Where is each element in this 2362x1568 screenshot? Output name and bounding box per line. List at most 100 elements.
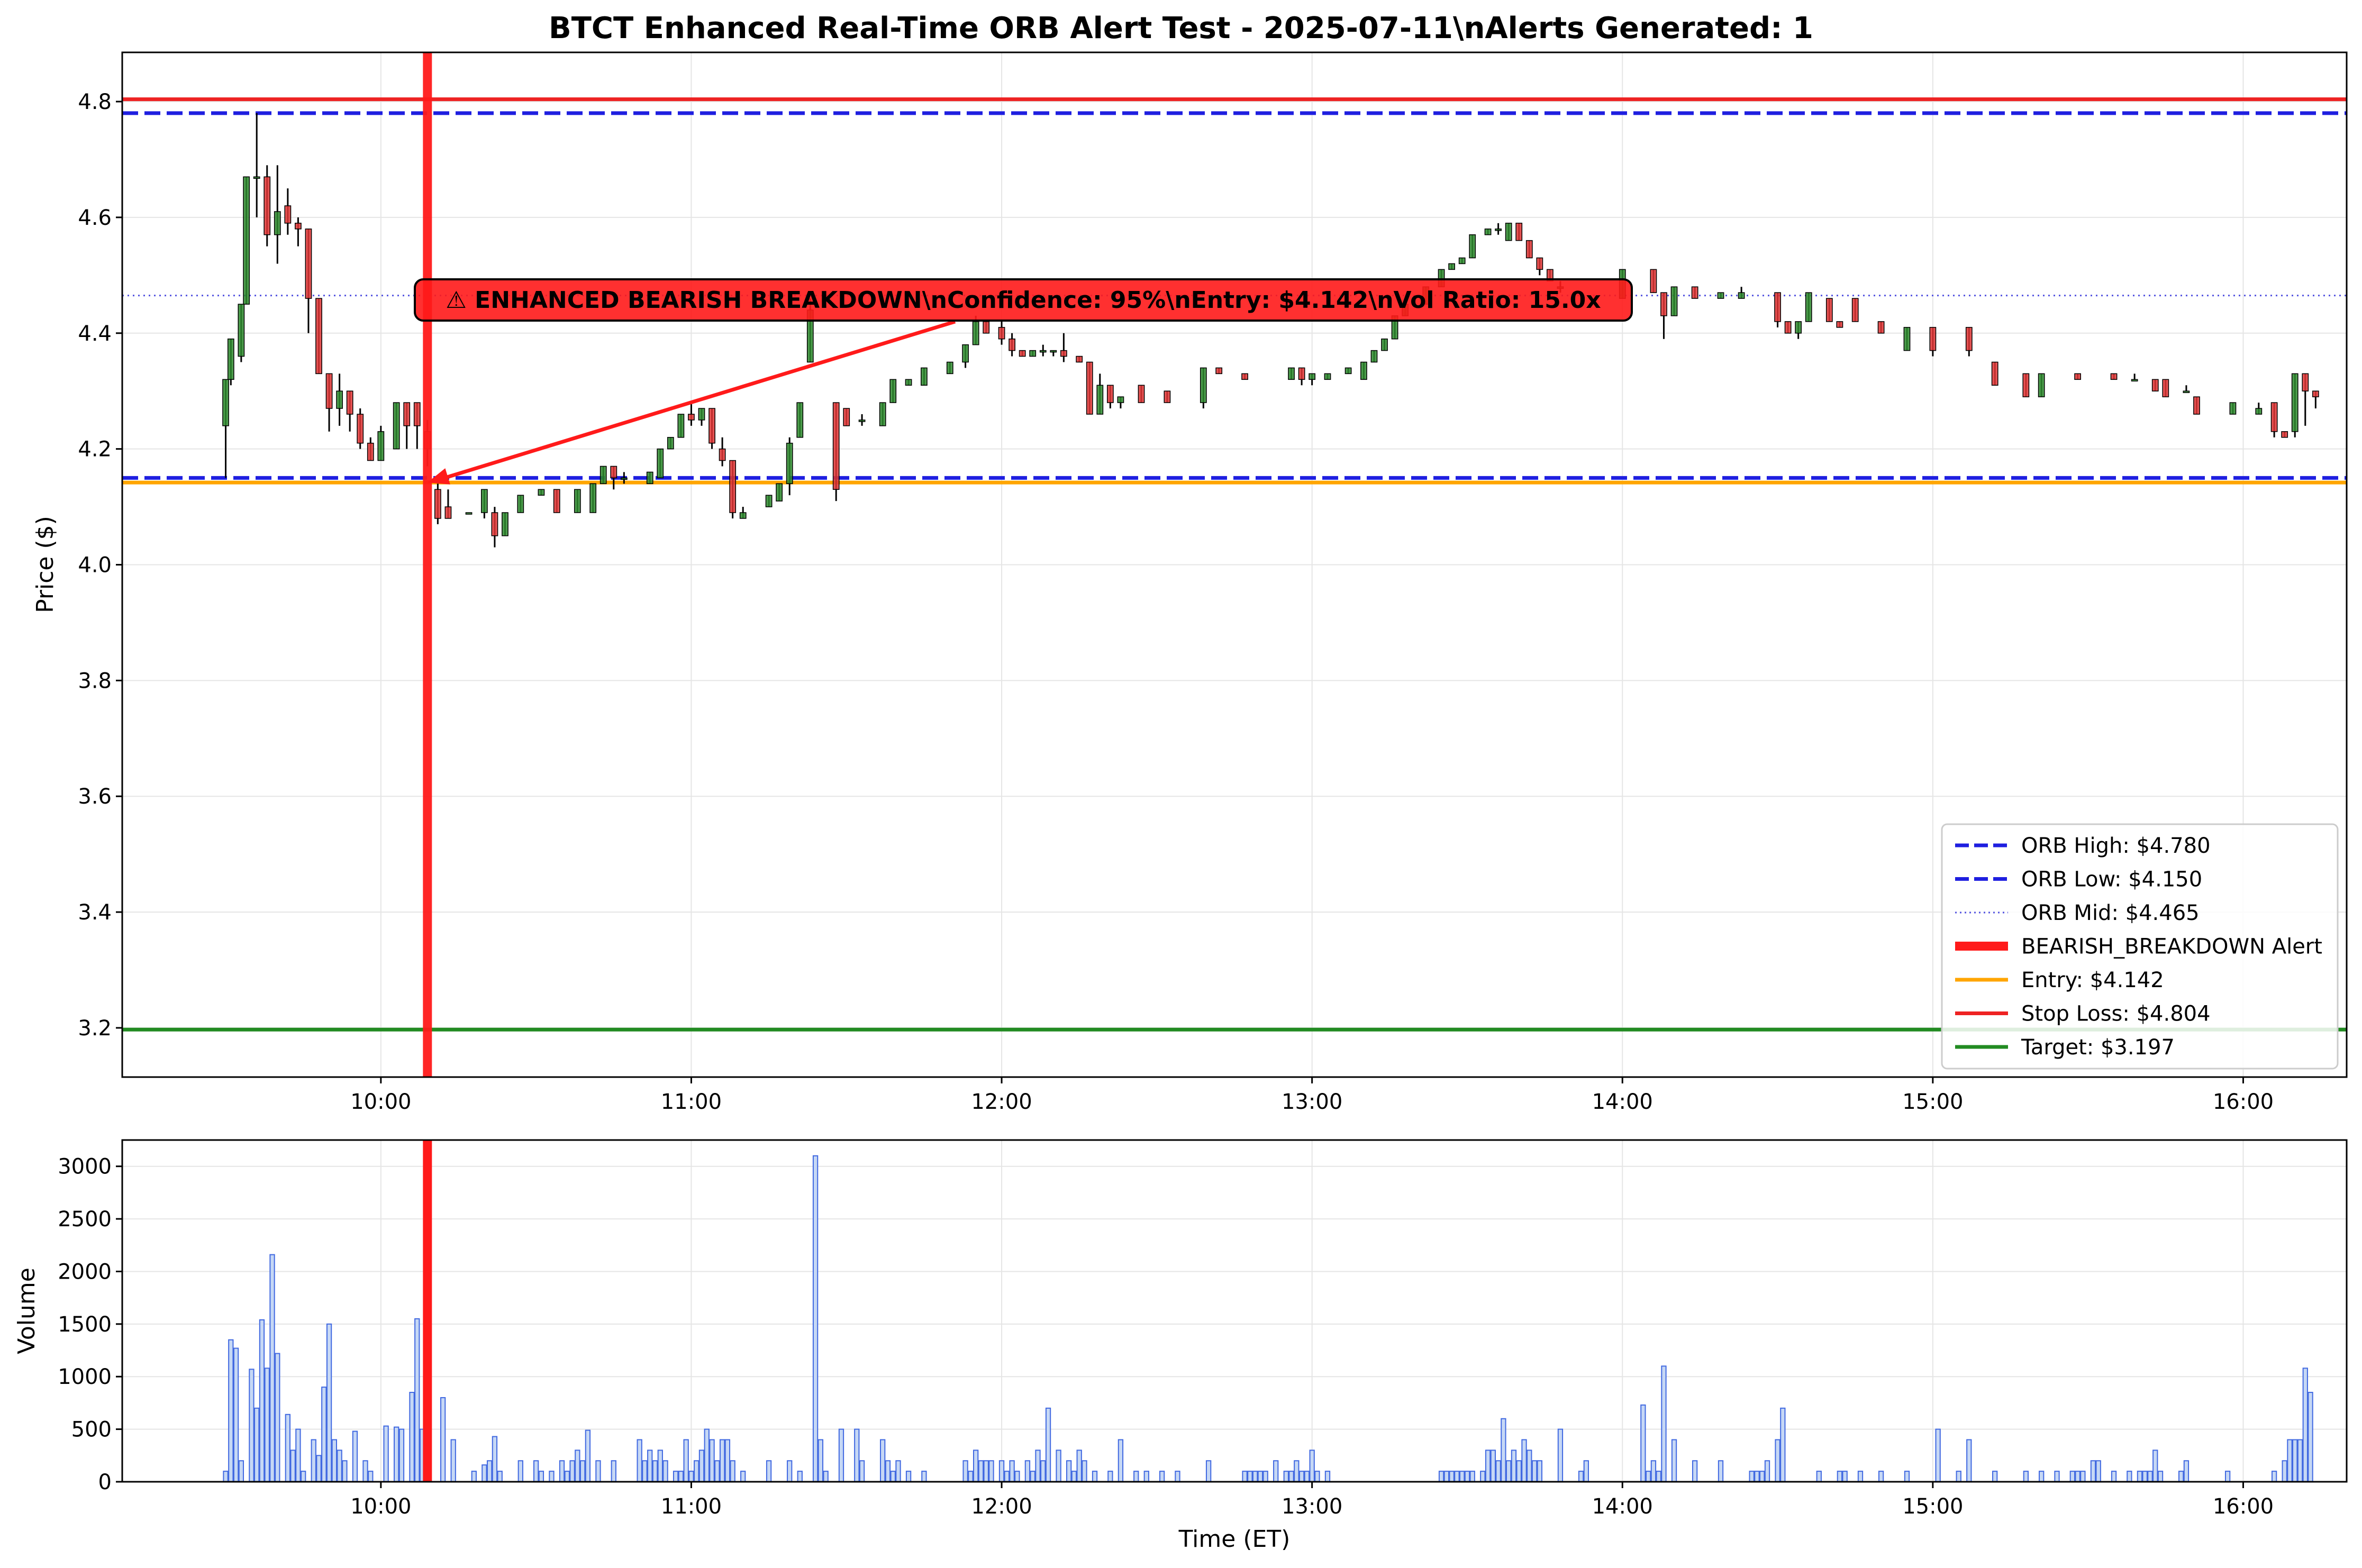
candle-down [1215,367,1223,375]
volume-bar [1143,1471,1149,1482]
volume-x-tick-label: 16:00 [2213,1494,2274,1519]
volume-bar [1024,1460,1031,1482]
volume-bar [2054,1471,2060,1482]
volume-bar [1501,1418,1506,1483]
volume-bar [1076,1450,1082,1482]
volume-bar [719,1439,725,1482]
legend-label: BEARISH_BREAKDOWN Alert [2021,935,2322,959]
candle-down [357,414,364,444]
candle-down [1076,355,1083,363]
volume-bar [290,1450,296,1482]
volume-bar [890,1471,896,1482]
volume-bar [1092,1471,1098,1482]
price-grid [122,52,2347,1077]
volume-bar [823,1471,829,1482]
volume-bar [352,1430,358,1483]
candle-down [1536,257,1543,270]
candle-up [879,402,886,426]
volume-bar [575,1450,580,1482]
volume-bar [2287,1439,2293,1482]
volume-bar [1485,1450,1491,1482]
candle-down [1784,321,1792,334]
candle-up [1117,396,1124,403]
candle-up [599,466,607,485]
price-level-lines [122,97,2347,1032]
volume-x-tick-label: 10:00 [350,1494,411,1519]
volume-bar [812,1155,819,1483]
volume-bar [1009,1460,1015,1482]
candle-up [1505,223,1512,241]
volume-bar [2157,1471,2164,1482]
candle-down [403,402,411,426]
candle-down [2312,390,2319,397]
volume-y-tick-label: 0 [98,1470,112,1494]
volume-bar [1324,1471,1331,1482]
candle-up [646,471,653,485]
volume-bar [1118,1439,1124,1482]
candle-up [889,379,897,403]
volume-bar [1495,1460,1501,1482]
candle-down [708,408,715,444]
candle-up [858,420,866,422]
volume-bar [585,1429,591,1482]
volume-bar [1775,1439,1780,1482]
price-y-tick-label: 3.6 [78,785,112,809]
candle-down [1060,350,1067,357]
price-y-tick-label: 4.0 [78,553,112,578]
volume-bar [2271,1471,2277,1482]
volume-bar [968,1471,974,1482]
candle-down [413,402,421,426]
volume-bar [1159,1471,1165,1482]
candle-up [393,402,400,450]
price-panel: 3.2 3.4 3.6 3.8 4.0 4.2 4.4 4.6 4.8 10:00 11:00 12… [32,51,2348,1114]
legend-label: Stop Loss: $4.804 [2021,1002,2211,1026]
candle-up [2291,373,2299,432]
candle-down [719,448,726,461]
candle-up [946,361,953,375]
candle-up [1469,234,1476,259]
candle-down [2281,431,2288,438]
candle-down [264,176,271,235]
volume-bar [988,1460,994,1482]
candle-up [465,512,473,515]
volume-x-tick-label: 14:00 [1592,1494,1653,1519]
volume-bar [1257,1471,1264,1482]
volume-bar [1527,1450,1532,1482]
volume-bar [2224,1471,2231,1482]
candle-down [1298,367,1305,380]
candle-down [346,390,353,415]
volume-bar [787,1460,793,1482]
candle-up [377,431,385,461]
volume-bar [978,1460,984,1482]
volume-bar [1242,1471,1248,1482]
volume-bar [1454,1471,1460,1482]
volume-bar [394,1426,399,1482]
candle-down [2074,373,2081,380]
candle-up [1370,350,1378,363]
candle-down [2193,396,2200,415]
alert-arrow-shaft [442,320,956,480]
candle-down [1525,240,1533,259]
volume-bar [895,1460,901,1482]
volume-bar [398,1428,405,1483]
price-x-tick-label: 11:00 [661,1090,722,1114]
candle-down [998,327,1005,340]
volume-bar [740,1471,746,1482]
candle-up [1029,350,1037,357]
legend-label: ORB Mid: $4.465 [2021,901,2200,925]
candle-down [688,414,695,421]
candle-up [2038,373,2045,397]
price-y-tick-label: 3.4 [78,900,112,925]
volume-bar [1640,1404,1646,1482]
price-y-tick-label: 3.2 [78,1016,112,1041]
volume-bar [1506,1460,1512,1482]
volume-bar [647,1450,653,1482]
x-axis-label: Time (ET) [1178,1526,1291,1553]
volume-bar [1082,1460,1087,1482]
candle-up [962,344,969,363]
volume-bar [2308,1392,2313,1482]
volume-bar [1583,1460,1589,1482]
candle-up [1309,373,1316,380]
volume-bar [2095,1460,2101,1482]
